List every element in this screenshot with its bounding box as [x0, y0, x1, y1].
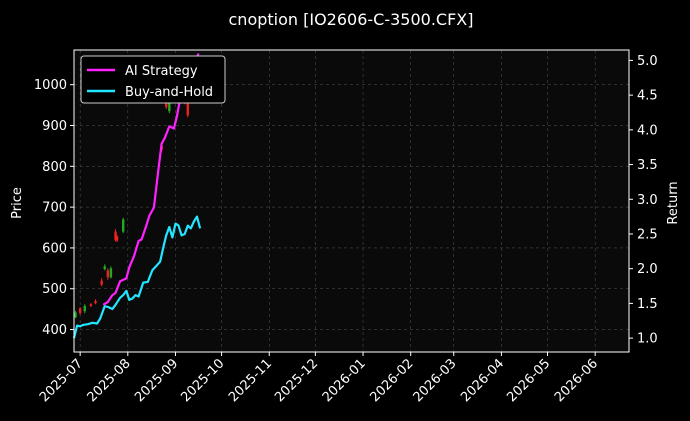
y-left-tick-label: 700: [42, 201, 67, 216]
candle-body: [109, 268, 113, 278]
y-left-tick-label: 1000: [34, 78, 67, 93]
candle-body: [78, 308, 82, 314]
series-line-buy-and-hold: [72, 215, 202, 339]
candle-body: [115, 236, 119, 241]
legend-label-buy-and-hold: Buy-and-Hold: [125, 85, 213, 100]
chart-title: cnoption [IO2606-C-3500.CFX]: [229, 10, 474, 29]
candle-body: [100, 280, 103, 285]
candle-body: [94, 300, 97, 304]
candle-body: [121, 219, 125, 232]
y-left-tick-label: 800: [42, 160, 67, 175]
candle-body: [106, 270, 110, 278]
y-right-tick-label: 2.5: [637, 227, 658, 242]
y-right-tick-label: 2.0: [637, 262, 658, 277]
y-axis-right-title: Return: [666, 181, 681, 224]
candle-body: [103, 266, 106, 270]
y-right-tick-label: 1.0: [637, 332, 658, 347]
plot-frame: [73, 49, 630, 353]
candle-body: [114, 231, 117, 240]
y-right-tick-label: 4.0: [637, 123, 658, 138]
y-right-tick-label: 1.5: [637, 297, 658, 312]
legend-box: [80, 55, 226, 104]
y-right-tick-label: 3.5: [637, 158, 658, 173]
candle-body: [89, 304, 93, 306]
y-right-tick-label: 4.5: [637, 89, 658, 104]
legend-label-ai-strategy: AI Strategy: [125, 64, 198, 79]
y-left-tick-label: 400: [42, 323, 67, 338]
candle-body: [74, 312, 77, 318]
y-left-tick-label: 500: [42, 282, 67, 297]
y-axis-left-title: Price: [10, 187, 25, 219]
y-left-tick-label: 600: [42, 241, 67, 256]
candle-body: [83, 305, 86, 312]
grid: [74, 50, 629, 352]
y-left-tick-label: 900: [42, 119, 67, 134]
legend: AI Strategy Buy-and-Hold: [80, 55, 226, 104]
candle-body: [168, 100, 171, 112]
y-right-tick-label: 3.0: [637, 193, 658, 208]
candle-body: [186, 103, 189, 116]
y-right-tick-label: 5.0: [637, 54, 658, 69]
